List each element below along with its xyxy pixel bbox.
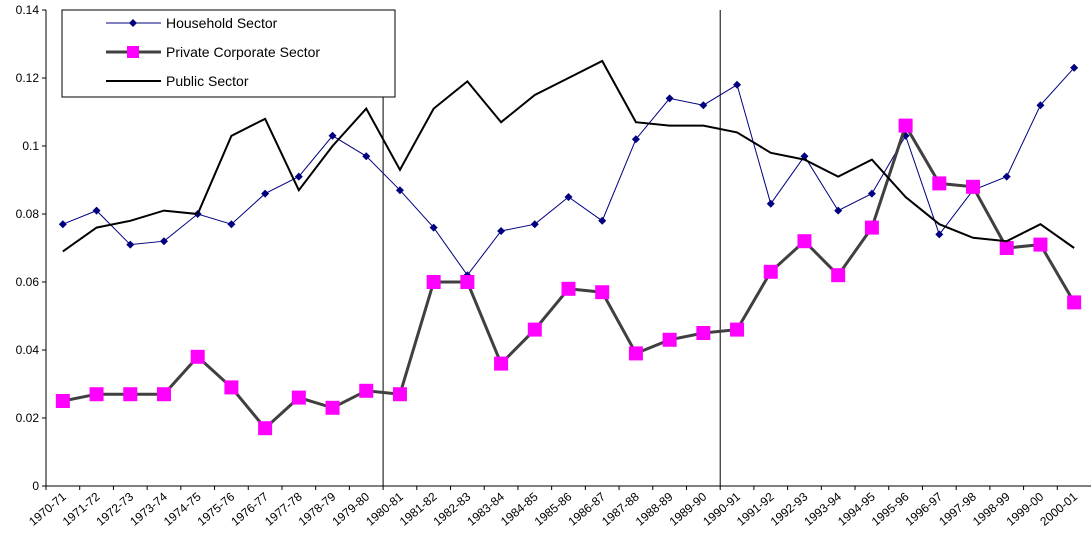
marker: [699, 101, 708, 110]
legend-marker: [129, 19, 137, 27]
marker: [662, 332, 677, 347]
marker: [359, 383, 374, 398]
marker: [497, 227, 506, 235]
marker: [864, 220, 879, 235]
marker: [494, 356, 509, 371]
marker: [426, 275, 441, 289]
marker: [561, 281, 576, 296]
marker: [696, 326, 711, 340]
marker: [362, 152, 371, 161]
marker: [328, 131, 337, 140]
marker: [159, 237, 168, 246]
marker: [291, 390, 306, 405]
series-line: [62, 59, 1075, 253]
marker: [156, 387, 171, 402]
marker: [1070, 63, 1079, 72]
marker: [631, 135, 640, 144]
marker: [665, 94, 674, 103]
legend-label: Private Corporate Sector: [166, 44, 320, 60]
marker: [797, 234, 812, 249]
y-tick-label: 0: [32, 479, 39, 493]
marker: [564, 193, 573, 201]
marker: [1002, 172, 1011, 181]
marker: [628, 346, 643, 361]
marker: [55, 394, 70, 408]
y-tick-label: 0.1: [22, 139, 39, 153]
marker: [999, 241, 1014, 255]
marker: [126, 240, 135, 249]
marker: [1036, 101, 1045, 110]
marker: [392, 387, 407, 402]
series-line: [62, 67, 1075, 277]
marker: [867, 189, 876, 198]
legend-label: Household Sector: [166, 15, 278, 31]
y-tick-label: 0.14: [16, 3, 40, 17]
marker: [429, 223, 438, 232]
marker: [966, 179, 981, 194]
marker: [766, 199, 775, 208]
marker: [460, 275, 475, 289]
y-tick-label: 0.08: [16, 207, 40, 221]
marker: [527, 322, 542, 337]
y-tick-label: 0.02: [16, 411, 40, 425]
marker: [227, 220, 236, 229]
marker: [1033, 237, 1048, 252]
legend-label: Public Sector: [166, 73, 249, 89]
marker: [261, 189, 270, 198]
marker: [258, 421, 273, 436]
marker: [92, 206, 101, 215]
marker: [730, 322, 745, 337]
marker: [190, 349, 205, 364]
marker: [935, 230, 944, 239]
marker: [932, 176, 947, 191]
y-tick-label: 0.12: [16, 71, 40, 85]
marker: [831, 268, 846, 283]
y-tick-label: 0.04: [16, 343, 40, 357]
marker: [325, 400, 340, 415]
marker: [1067, 295, 1082, 310]
marker: [395, 186, 404, 195]
marker: [58, 220, 67, 229]
marker: [123, 387, 138, 402]
y-tick-label: 0.06: [16, 275, 40, 289]
x-tick-label: 2000-01: [1037, 489, 1080, 528]
marker: [595, 285, 610, 300]
legend-marker: [127, 46, 139, 58]
marker: [733, 80, 742, 89]
marker: [530, 220, 539, 229]
marker: [294, 172, 303, 181]
marker: [834, 206, 843, 215]
marker: [224, 380, 239, 395]
marker: [898, 118, 913, 133]
marker: [89, 387, 104, 402]
series-line: [62, 121, 1076, 431]
marker: [598, 216, 607, 225]
marker: [763, 264, 778, 279]
